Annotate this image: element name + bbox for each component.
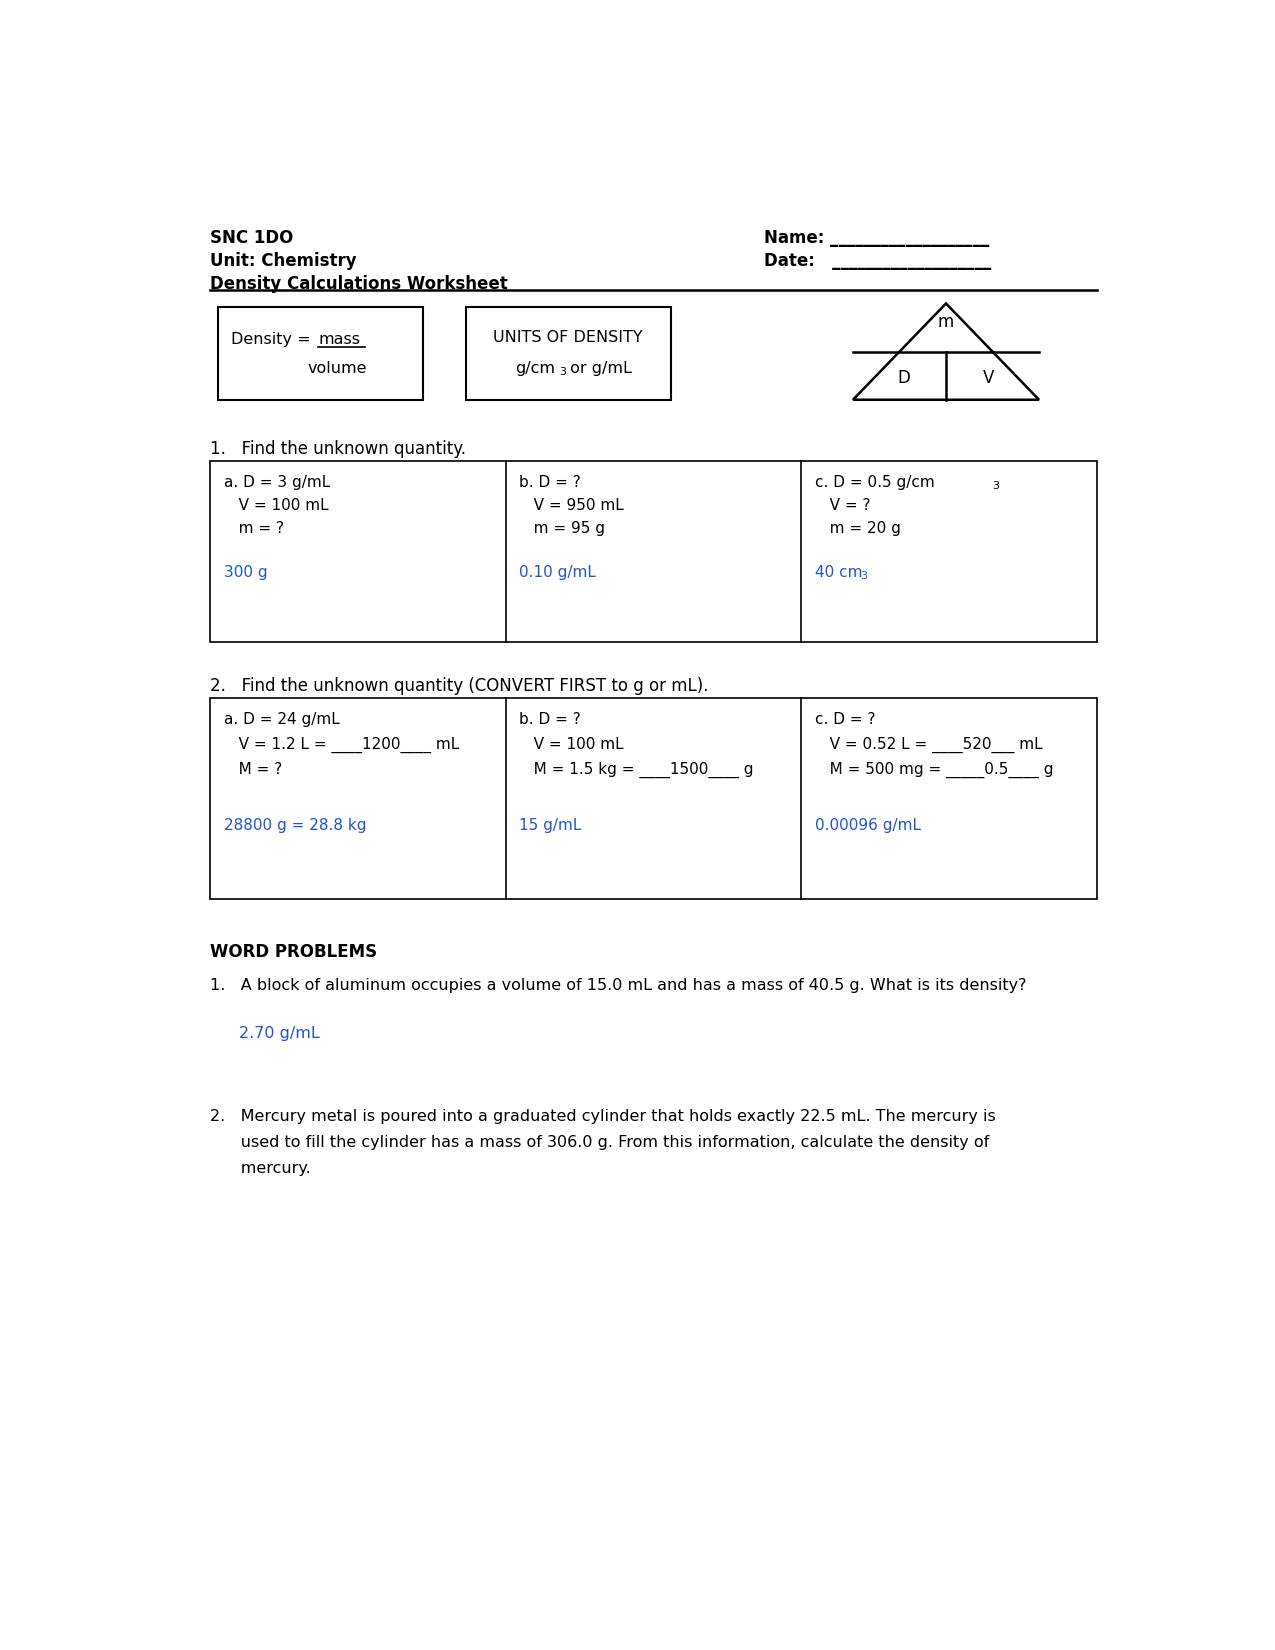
Text: b. D = ?: b. D = ? (519, 713, 581, 728)
Text: 1.   A block of aluminum occupies a volume of 15.0 mL and has a mass of 40.5 g. : 1. A block of aluminum occupies a volume… (210, 978, 1026, 993)
Text: mercury.: mercury. (210, 1162, 311, 1176)
Text: or g/mL: or g/mL (565, 361, 631, 376)
Text: m: m (938, 314, 954, 330)
Text: m = 20 g: m = 20 g (815, 521, 901, 536)
Text: Date:   ___________________: Date: ___________________ (764, 252, 991, 271)
Text: mass: mass (319, 332, 361, 346)
Text: m = ?: m = ? (223, 521, 284, 536)
Text: SNC 1DO: SNC 1DO (210, 229, 293, 248)
Text: 2.70 g/mL: 2.70 g/mL (240, 1026, 320, 1041)
Text: V = 950 mL: V = 950 mL (519, 498, 625, 513)
Text: 3: 3 (560, 368, 566, 378)
Text: V = 100 mL: V = 100 mL (519, 738, 625, 752)
Text: D: D (896, 368, 910, 386)
Text: a. D = 3 g/mL: a. D = 3 g/mL (223, 475, 330, 490)
Text: 15 g/mL: 15 g/mL (519, 818, 581, 833)
Text: 2.   Find the unknown quantity (CONVERT FIRST to g or mL).: 2. Find the unknown quantity (CONVERT FI… (210, 676, 708, 695)
Text: V = 1.2 L = ____1200____ mL: V = 1.2 L = ____1200____ mL (223, 738, 459, 752)
Text: M = 500 mg = _____0.5____ g: M = 500 mg = _____0.5____ g (815, 762, 1053, 777)
Text: Unit: Chemistry: Unit: Chemistry (210, 252, 357, 271)
Text: Density =: Density = (232, 332, 316, 346)
Text: g/cm: g/cm (515, 361, 556, 376)
Bar (210, 462, 1096, 642)
Text: M = ?: M = ? (223, 762, 282, 777)
Text: 3: 3 (859, 571, 867, 581)
Text: 3: 3 (992, 480, 1000, 490)
Text: a. D = 24 g/mL: a. D = 24 g/mL (223, 713, 339, 728)
Text: Density Calculations Worksheet: Density Calculations Worksheet (210, 276, 507, 294)
Text: M = 1.5 kg = ____1500____ g: M = 1.5 kg = ____1500____ g (519, 762, 754, 777)
Bar (465, 307, 671, 399)
Text: UNITS OF DENSITY: UNITS OF DENSITY (493, 330, 643, 345)
Text: used to fill the cylinder has a mass of 306.0 g. From this information, calculat: used to fill the cylinder has a mass of … (210, 1135, 989, 1150)
Text: 1.   Find the unknown quantity.: 1. Find the unknown quantity. (210, 441, 465, 457)
Text: V = 100 mL: V = 100 mL (223, 498, 329, 513)
Bar (218, 307, 423, 399)
Text: 0.10 g/mL: 0.10 g/mL (519, 566, 597, 581)
Text: 0.00096 g/mL: 0.00096 g/mL (815, 818, 922, 833)
Text: m = 95 g: m = 95 g (519, 521, 606, 536)
Text: c. D = 0.5 g/cm: c. D = 0.5 g/cm (815, 475, 935, 490)
Text: 40 cm: 40 cm (815, 566, 863, 581)
Text: 2.   Mercury metal is poured into a graduated cylinder that holds exactly 22.5 m: 2. Mercury metal is poured into a gradua… (210, 1109, 996, 1124)
Text: V = ?: V = ? (815, 498, 871, 513)
Text: 28800 g = 28.8 kg: 28800 g = 28.8 kg (223, 818, 366, 833)
Text: b. D = ?: b. D = ? (519, 475, 581, 490)
Text: WORD PROBLEMS: WORD PROBLEMS (210, 944, 377, 962)
Text: c. D = ?: c. D = ? (815, 713, 876, 728)
Text: Name: ___________________: Name: ___________________ (764, 229, 989, 248)
Text: V = 0.52 L = ____520___ mL: V = 0.52 L = ____520___ mL (815, 738, 1043, 752)
Text: 300 g: 300 g (223, 566, 268, 581)
Text: volume: volume (307, 361, 367, 376)
Text: V: V (983, 368, 994, 386)
Bar (210, 698, 1096, 899)
